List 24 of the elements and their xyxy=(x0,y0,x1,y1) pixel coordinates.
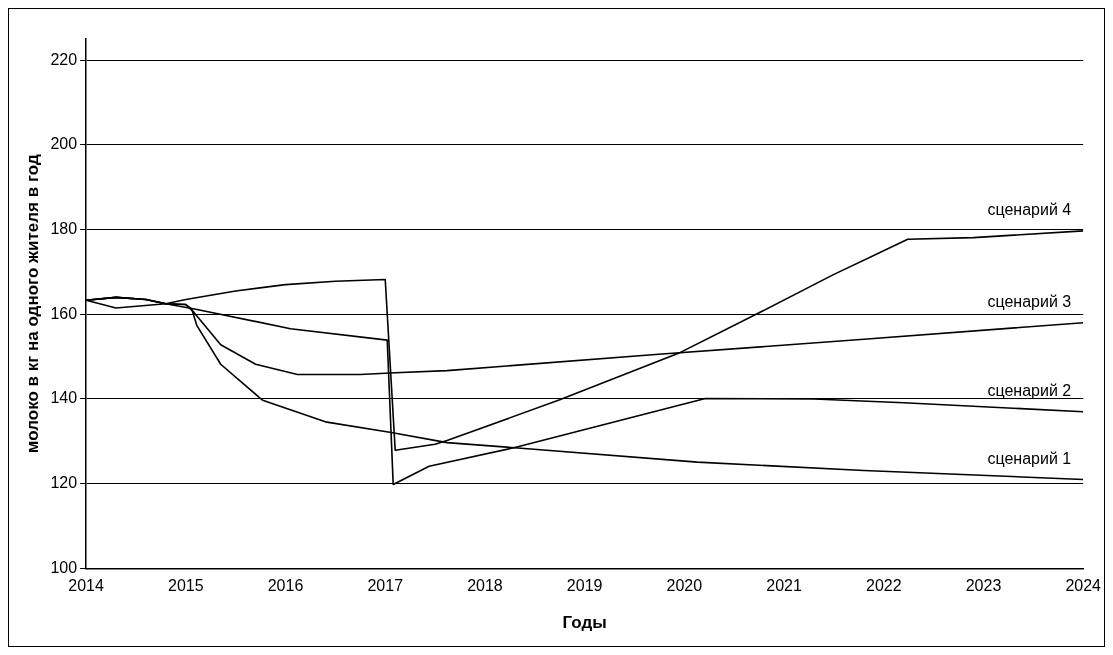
x-tick-label: 2018 xyxy=(467,577,503,595)
x-tick-label: 2016 xyxy=(267,577,304,595)
y-axis-title: молоко в кг на одного жителя в год xyxy=(22,154,42,454)
y-tick-label: 120 xyxy=(50,474,78,492)
y-tick-label: 220 xyxy=(50,50,78,68)
y-tick-label: 200 xyxy=(50,135,78,153)
x-tick-label: 2022 xyxy=(865,577,902,595)
series-label: сценарий 3 xyxy=(987,293,1072,311)
x-axis-title: Годы xyxy=(562,613,607,633)
x-tick-label: 2017 xyxy=(367,577,404,595)
x-tick-label: 2014 xyxy=(68,577,104,595)
x-tick-label: 2019 xyxy=(566,577,603,595)
series-label: сценарий 1 xyxy=(987,449,1072,467)
x-tick-label: 2020 xyxy=(666,577,703,595)
y-tick-label: 140 xyxy=(50,389,78,407)
series-label: сценарий 2 xyxy=(987,382,1072,400)
series-label: сценарий 4 xyxy=(987,201,1072,219)
x-tick-label: 2015 xyxy=(168,577,204,595)
y-tick-label: 180 xyxy=(50,219,78,237)
x-tick-label: 2021 xyxy=(766,577,802,595)
x-tick-label: 2024 xyxy=(1065,577,1102,595)
y-tick-label: 160 xyxy=(50,304,78,322)
x-tick-label: 2023 xyxy=(965,577,1002,595)
y-tick-label: 100 xyxy=(50,558,78,576)
